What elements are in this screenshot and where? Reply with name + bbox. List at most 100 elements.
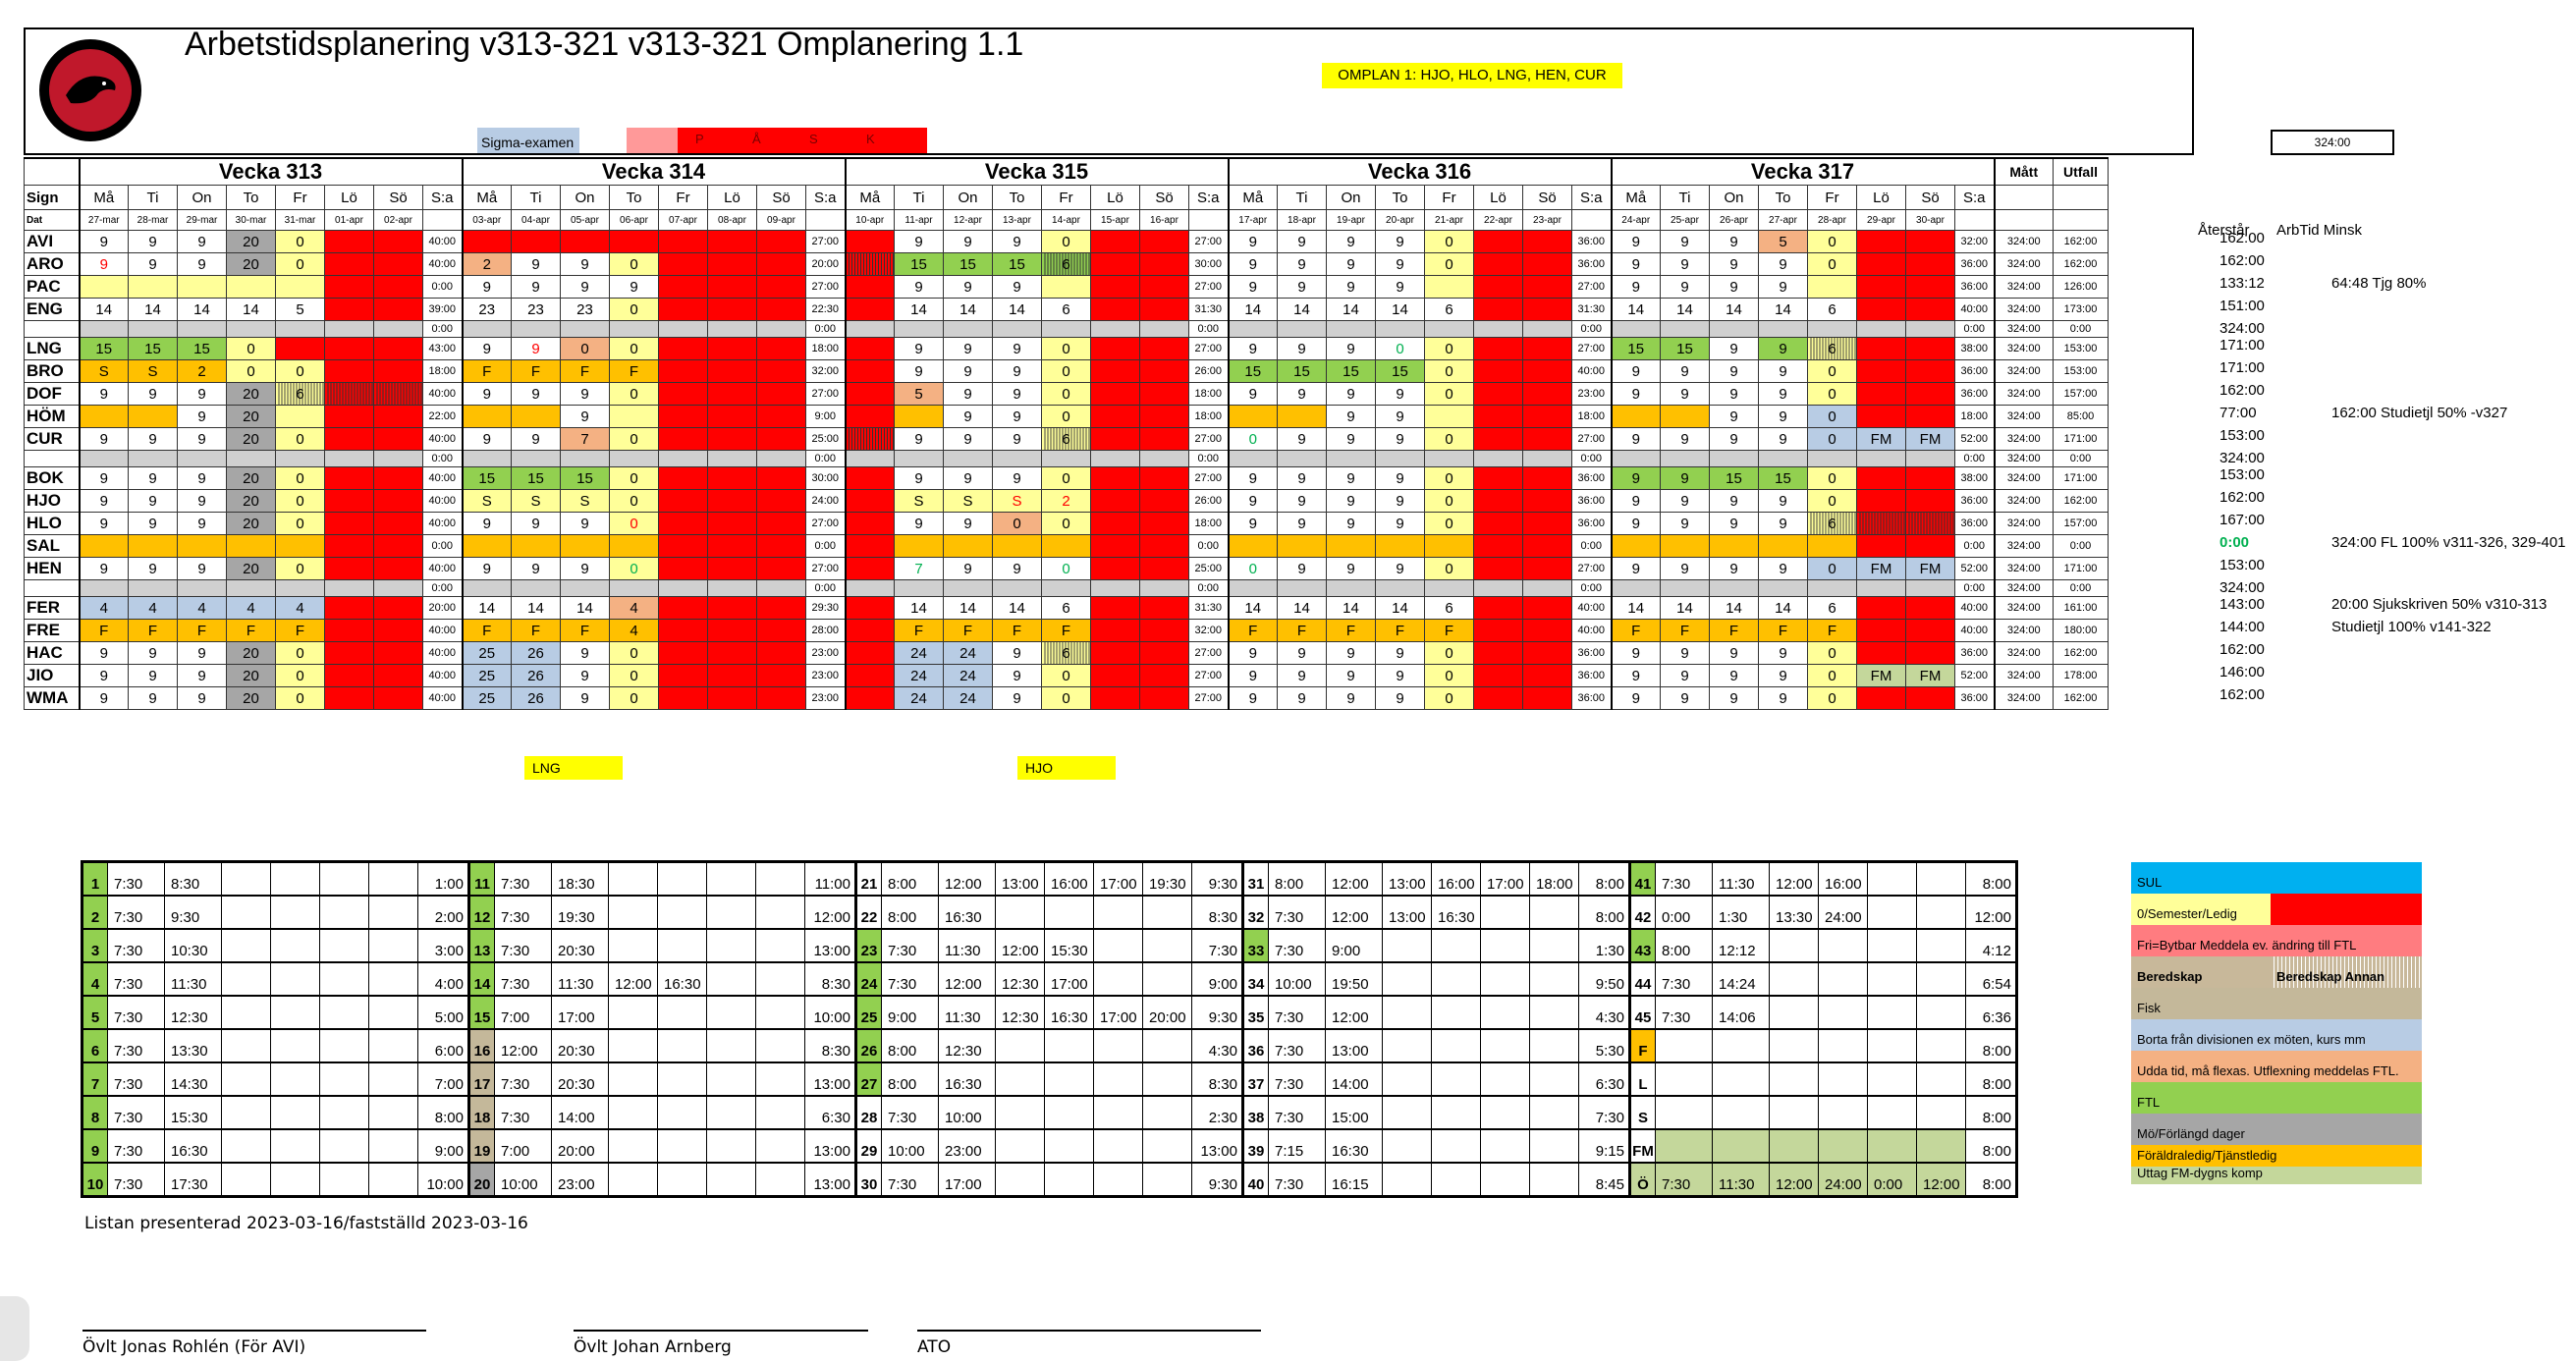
shift-cell[interactable]: 9 xyxy=(1277,664,1327,687)
shift-cell[interactable]: 9 xyxy=(78,230,129,253)
shift-cell[interactable]: 15 xyxy=(560,466,610,490)
shift-cell[interactable]: 0 xyxy=(1041,337,1091,360)
shift-cell[interactable]: 9 xyxy=(78,641,129,665)
shift-cell[interactable]: 23 xyxy=(511,298,561,321)
shift-cell[interactable]: 0 xyxy=(609,252,659,276)
shift-cell[interactable]: F xyxy=(78,619,129,642)
shift-cell[interactable] xyxy=(756,298,806,321)
shift-cell[interactable] xyxy=(1139,427,1189,451)
shift-cell[interactable]: FM xyxy=(1905,557,1955,580)
shift-cell[interactable] xyxy=(324,382,374,406)
shift-cell[interactable]: 9 xyxy=(1758,557,1808,580)
shift-cell[interactable]: 5 xyxy=(275,298,325,321)
shift-cell[interactable]: 9 xyxy=(177,489,227,513)
shift-cell[interactable] xyxy=(275,275,325,299)
shift-cell[interactable]: 0 xyxy=(275,512,325,535)
shift-cell[interactable] xyxy=(1090,298,1140,321)
shift-cell[interactable] xyxy=(373,512,423,535)
shift-cell[interactable]: F xyxy=(1709,619,1759,642)
shift-cell[interactable]: 9 xyxy=(1277,512,1327,535)
shift-cell[interactable]: 9 xyxy=(1660,686,1710,710)
shift-cell[interactable] xyxy=(1041,534,1091,558)
shift-cell[interactable] xyxy=(1905,337,1955,360)
shift-cell[interactable]: 9 xyxy=(1227,664,1278,687)
shift-cell[interactable]: 9 xyxy=(177,557,227,580)
shift-cell[interactable]: 24 xyxy=(943,686,993,710)
shift-cell[interactable]: 9 xyxy=(1610,359,1661,383)
shift-cell[interactable]: 5 xyxy=(1758,230,1808,253)
shift-cell[interactable]: 9 xyxy=(1227,230,1278,253)
shift-cell[interactable]: 14 xyxy=(461,596,512,620)
shift-cell[interactable] xyxy=(1856,686,1906,710)
shift-cell[interactable]: 0 xyxy=(609,489,659,513)
shift-cell[interactable]: 9 xyxy=(1758,641,1808,665)
shift-cell[interactable] xyxy=(1473,596,1523,620)
shift-cell[interactable] xyxy=(1522,427,1572,451)
shift-cell[interactable]: 2 xyxy=(1041,489,1091,513)
shift-cell[interactable] xyxy=(707,427,757,451)
shift-cell[interactable]: 0 xyxy=(275,252,325,276)
shift-cell[interactable] xyxy=(128,275,178,299)
shift-cell[interactable]: S xyxy=(992,489,1042,513)
shift-cell[interactable] xyxy=(1905,405,1955,428)
shift-cell[interactable]: 9 xyxy=(1610,427,1661,451)
shift-cell[interactable] xyxy=(373,275,423,299)
shift-cell[interactable] xyxy=(461,230,512,253)
shift-cell[interactable]: 15 xyxy=(1758,466,1808,490)
shift-cell[interactable] xyxy=(658,230,708,253)
shift-cell[interactable] xyxy=(1473,382,1523,406)
shift-cell[interactable] xyxy=(1856,230,1906,253)
shift-cell[interactable]: 24 xyxy=(943,641,993,665)
shift-cell[interactable] xyxy=(1856,596,1906,620)
shift-cell[interactable] xyxy=(707,275,757,299)
shift-cell[interactable]: 15 xyxy=(1326,359,1376,383)
shift-cell[interactable]: 20 xyxy=(226,641,276,665)
shift-cell[interactable]: 9 xyxy=(1709,641,1759,665)
shift-cell[interactable]: 9 xyxy=(1709,230,1759,253)
shift-cell[interactable] xyxy=(1807,534,1857,558)
shift-cell[interactable] xyxy=(1139,466,1189,490)
shift-cell[interactable]: 9 xyxy=(992,427,1042,451)
shift-cell[interactable]: 9 xyxy=(560,512,610,535)
shift-cell[interactable] xyxy=(1090,405,1140,428)
shift-cell[interactable] xyxy=(658,382,708,406)
shift-cell[interactable]: 14 xyxy=(1277,596,1327,620)
shift-cell[interactable] xyxy=(1139,405,1189,428)
shift-cell[interactable]: 9 xyxy=(511,337,561,360)
shift-cell[interactable]: 9 xyxy=(1758,664,1808,687)
shift-cell[interactable]: 9 xyxy=(1610,382,1661,406)
shift-cell[interactable] xyxy=(756,534,806,558)
shift-cell[interactable] xyxy=(1522,619,1572,642)
shift-cell[interactable]: 9 xyxy=(128,686,178,710)
shift-cell[interactable]: 9 xyxy=(1277,427,1327,451)
shift-cell[interactable]: 6 xyxy=(1041,298,1091,321)
shift-cell[interactable]: 9 xyxy=(1660,275,1710,299)
shift-cell[interactable] xyxy=(1905,619,1955,642)
shift-cell[interactable]: 9 xyxy=(1326,427,1376,451)
shift-cell[interactable] xyxy=(560,230,610,253)
shift-cell[interactable] xyxy=(324,275,374,299)
shift-cell[interactable] xyxy=(658,275,708,299)
shift-cell[interactable]: 9 xyxy=(128,641,178,665)
shift-cell[interactable]: F xyxy=(1375,619,1425,642)
shift-cell[interactable]: 9 xyxy=(1709,512,1759,535)
shift-cell[interactable] xyxy=(1856,512,1906,535)
shift-cell[interactable] xyxy=(844,275,895,299)
shift-cell[interactable] xyxy=(324,337,374,360)
shift-cell[interactable] xyxy=(1041,275,1091,299)
shift-cell[interactable]: 0 xyxy=(275,557,325,580)
shift-cell[interactable]: 6 xyxy=(1041,641,1091,665)
shift-cell[interactable] xyxy=(1424,534,1474,558)
shift-cell[interactable]: F xyxy=(1277,619,1327,642)
shift-cell[interactable]: 0 xyxy=(609,641,659,665)
shift-cell[interactable]: 0 xyxy=(1041,686,1091,710)
shift-cell[interactable] xyxy=(1522,557,1572,580)
shift-cell[interactable] xyxy=(1522,686,1572,710)
shift-cell[interactable]: 24 xyxy=(943,664,993,687)
shift-cell[interactable]: 9 xyxy=(1758,275,1808,299)
shift-cell[interactable]: F xyxy=(894,619,944,642)
shift-cell[interactable] xyxy=(324,534,374,558)
shift-cell[interactable]: 0 xyxy=(1041,230,1091,253)
shift-cell[interactable]: FM xyxy=(1856,427,1906,451)
shift-cell[interactable]: 9 xyxy=(894,230,944,253)
